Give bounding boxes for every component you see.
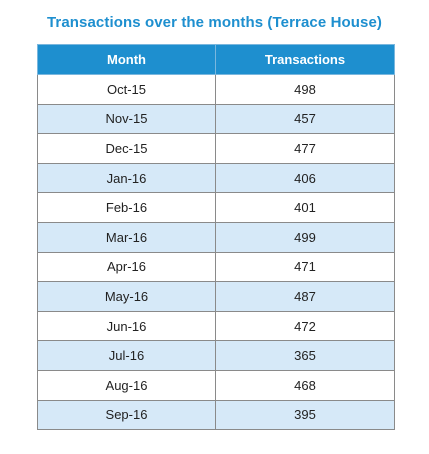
table-row: Jul-16 365 [37,340,395,371]
table-row: Sep-16 395 [37,399,395,431]
transactions-cell: 468 [215,369,395,401]
transactions-table: Month Transactions Oct-15 498 Nov-15 457 Dec… [37,44,395,431]
transactions-cell: 401 [215,192,395,223]
month-cell: Aug-16 [37,369,216,401]
month-cell: Mar-16 [37,221,216,253]
month-cell: Oct-15 [37,74,216,105]
month-cell: Dec-15 [37,133,216,164]
month-cell: Jun-16 [37,310,216,342]
column-header-month: Month [37,44,216,75]
column-header-transactions: Transactions [215,44,395,75]
table-row: Mar-16 499 [37,221,395,253]
transactions-cell: 406 [215,162,395,194]
transactions-cell: 365 [215,340,395,371]
table-header-row: Month Transactions [37,44,395,75]
month-cell: Nov-15 [37,103,216,135]
table-row: Feb-16 401 [37,192,395,223]
table-row: Jun-16 472 [37,310,395,342]
month-cell: May-16 [37,281,216,312]
transactions-cell: 471 [215,251,395,283]
table-row: Jan-16 406 [37,162,395,194]
month-cell: Feb-16 [37,192,216,223]
transactions-cell: 477 [215,133,395,164]
month-cell: Sep-16 [37,399,216,431]
table-row: Dec-15 477 [37,133,395,164]
transactions-cell: 395 [215,399,395,431]
transactions-cell: 498 [215,74,395,105]
table-row: Apr-16 471 [37,251,395,283]
table-title: Transactions over the months (Terrace Ho… [46,14,383,31]
table-body: Oct-15 498 Nov-15 457 Dec-15 477 Jan-16 406 Feb-… [37,74,395,431]
table-row: Oct-15 498 [37,74,395,105]
table-row: May-16 487 [37,281,395,312]
transactions-cell: 499 [215,221,395,253]
month-cell: Jul-16 [37,340,216,371]
transactions-cell: 487 [215,281,395,312]
transactions-cell: 472 [215,310,395,342]
month-cell: Apr-16 [37,251,216,283]
month-cell: Jan-16 [37,162,216,194]
table-row: Nov-15 457 [37,103,395,135]
table-row: Aug-16 468 [37,369,395,401]
transactions-cell: 457 [215,103,395,135]
